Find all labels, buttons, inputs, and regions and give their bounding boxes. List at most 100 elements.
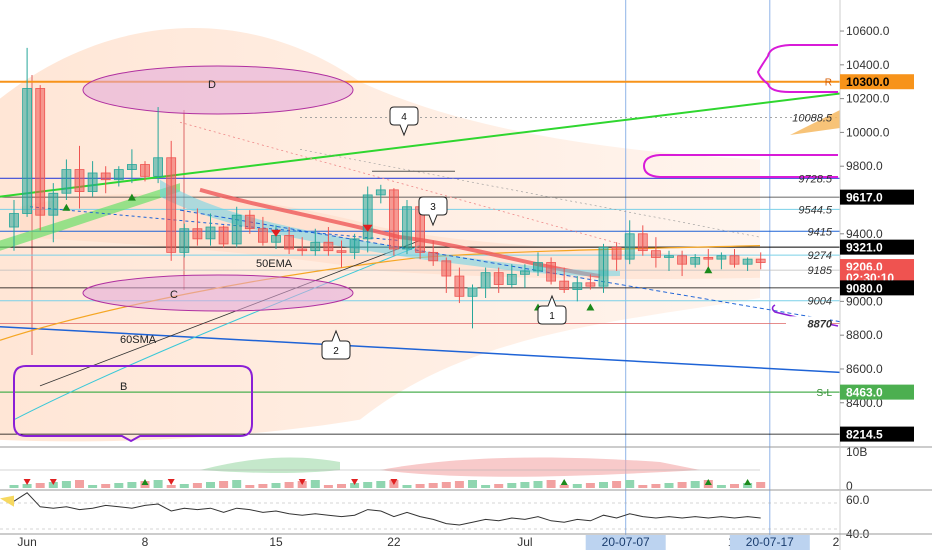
ellipse-c [82,274,354,312]
x-tick-label: 15 [269,535,283,549]
callout-shape [537,294,567,325]
volume-bar [677,482,687,488]
volume-bar [507,483,517,488]
candle-body [742,258,753,265]
volume-pane: 10B 0 [0,445,932,493]
candle-body [297,248,308,252]
callout-label: 3 [430,202,436,213]
volume-bar [533,481,543,488]
buy-marker [586,303,595,311]
volume-bar [350,483,360,488]
callout-4: 4 [389,106,419,137]
candle-body [127,164,137,170]
price-label: 8214.5 [846,428,883,442]
volume-bar [337,484,346,488]
candle-body [205,226,216,240]
level-label-bg [786,316,830,331]
candle-body [140,164,150,177]
price-label-bg [840,239,914,255]
volume-marker [49,479,57,485]
volume-bar [323,485,333,488]
sell-marker [271,229,281,237]
price-label-bg [840,384,914,400]
volume-marker [298,479,306,485]
candle-body [546,262,556,282]
callout-shape [321,329,351,360]
candles-layer [9,47,766,329]
price-label: 9080.0 [846,281,883,295]
callout-label: 4 [401,112,407,123]
volume-bar [743,483,753,488]
volume-bar [22,484,32,488]
candle-body [755,258,766,263]
level-label: 8870 [808,318,833,330]
volume-bar [75,480,84,488]
y-tick-label: 10200.0 [846,92,890,106]
volume-marker [744,479,752,485]
magenta-bracket-top [756,44,838,93]
volume-bar [9,485,19,488]
candle-body [520,270,530,275]
volume-marker [167,479,175,485]
dotted-guide [299,149,761,238]
volume-bar [730,484,739,488]
callout-label: 2 [333,346,339,357]
level-label: 9185 [808,265,833,277]
price-label: 9321.0 [846,241,883,255]
candle-body [87,172,98,192]
volume-marker [560,479,568,485]
price-label-bg [840,74,914,90]
level-label: 9415 [808,226,833,238]
candle-body [349,238,360,253]
candle-body [179,228,190,253]
buy-marker [62,203,71,211]
volume-bar [415,484,425,488]
x-tick-label: 2 [833,535,840,549]
volume-bar [716,485,726,488]
y-tick-label: 9000.0 [846,294,883,308]
x-highlight-bg [585,535,666,550]
volume-bar [114,483,124,488]
callout-shape [418,196,448,227]
volume-bar [179,484,189,488]
volume-bar [494,484,504,488]
candle-body [284,235,295,250]
candle-body [388,189,399,250]
volume-bar [481,485,491,488]
candle-body [480,272,491,289]
dotted-guide [179,121,621,245]
volume-bar [559,485,569,488]
x-highlight-label: 20-07-07 [602,535,650,549]
rsi-marker [0,495,14,507]
y-tick-label: 9400.0 [846,227,883,241]
y-tick-label: 9800.0 [846,159,883,173]
candle-body [637,233,648,252]
x-highlight-bg [729,535,810,550]
volume-bar [206,482,215,488]
purple-hook [771,304,839,327]
volume-bar [153,480,163,488]
x-highlight-label: 20-07-17 [746,535,794,549]
volume-bar [625,480,635,488]
label-d: D [208,79,216,91]
x-tick-label: 8 [142,535,149,549]
volume-bar [61,481,71,488]
volume-cloud [380,457,700,477]
y-tick-label: 8600.0 [846,362,883,376]
candle-body [192,228,203,240]
candle-body [323,241,334,252]
candle-body [716,255,727,260]
candle-body [257,228,268,243]
candle-body [598,246,609,287]
candle-body [153,157,164,177]
volume-bar [664,483,674,488]
price-label-bg [840,426,914,442]
candle-body [624,233,635,260]
candle-body [454,275,465,297]
candle-body [218,226,229,245]
volume-bar [651,484,661,488]
x-tick-label: Jul [517,535,532,549]
sell-marker [362,224,373,232]
callout-shape [389,106,419,137]
